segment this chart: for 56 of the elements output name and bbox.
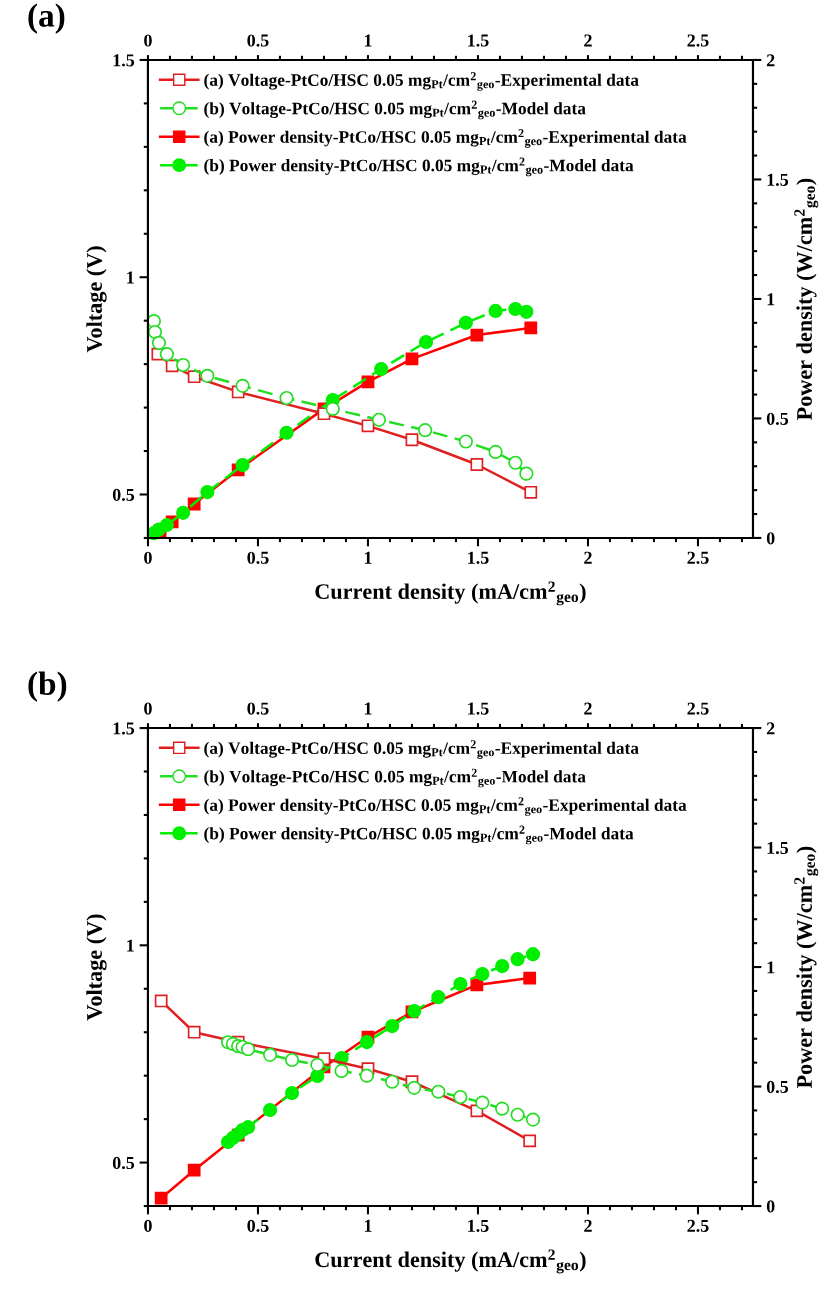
y-axis-title: Voltage (V) [86, 914, 107, 1021]
y2-tick-label: 0 [766, 532, 775, 545]
y2-tick-label: 1 [767, 293, 775, 306]
x2-tick-label: 2.5 [687, 551, 709, 564]
x2-tick-label: 2 [584, 1219, 592, 1232]
y2-tick-label: 2 [766, 722, 775, 735]
x-tick-label: 0 [144, 702, 152, 715]
legend-label: (a) Voltage-PtCo/HSC 0.05 mg$_{Pt}$/cm$^{2}$$_{geo}$-Experimental data [204, 740, 639, 759]
x2-tick-label: 1 [364, 551, 372, 564]
y-tick-label: 1.5 [113, 722, 135, 735]
y2-tick-label: 0.5 [766, 412, 789, 425]
y2-tick-label: 0 [766, 1200, 775, 1213]
legend-label: (b) Power density-PtCo/HSC 0.05 mg$_{Pt}$/cm$^{2}$$_{geo}$-Model data [204, 825, 634, 845]
y2-tick-label: 2 [766, 54, 775, 67]
y2-tick-label: 1 [767, 961, 775, 974]
x-tick-label: 2.5 [687, 34, 709, 47]
y2-axis-title: Power density (W/cm$^{2}$$_{geo}$) [794, 846, 819, 1089]
x2-tick-label: 0.5 [247, 551, 269, 564]
y2-tick-label: 0.5 [766, 1080, 789, 1094]
legend-label: (b) Power density-PtCo/HSC 0.05 mg$_{Pt}$/cm$^{2}$$_{geo}$-Model data [204, 157, 634, 177]
x2-tick-label: 0 [144, 1219, 152, 1232]
x-axis-title: Current density (mA/cm$^{2}$$_{geo}$) [315, 581, 586, 606]
x2-tick-label: 2 [584, 551, 592, 564]
x2-tick-label: 1.5 [468, 1219, 489, 1233]
y-tick-label: 0.5 [112, 488, 135, 502]
legend-label: (b) Voltage-PtCo/HSC 0.05 mg$_{Pt}$/cm$^{2}$$_{geo}$-Model data [204, 768, 586, 788]
y-tick-label: 1 [127, 939, 134, 952]
x-tick-label: 2 [584, 34, 592, 47]
x2-tick-label: 1 [364, 1219, 372, 1232]
legend-label: (a) Power density-PtCo/HSC 0.05 mg$_{Pt}$/cm$^{2}$$_{geo}$-Experimental data [204, 797, 687, 816]
y2-tick-label: 1.5 [767, 841, 789, 855]
x2-tick-label: 0.5 [247, 1219, 269, 1233]
y2-tick-label: 1.5 [767, 173, 789, 186]
x-tick-label: 1 [364, 34, 372, 47]
y-tick-label: 1 [127, 271, 134, 284]
y2-axis-title: Power density (W/cm$^{2}$$_{geo}$) [794, 178, 819, 421]
x2-tick-label: 2.5 [687, 1219, 709, 1233]
x-axis-title: Current density (mA/cm$^{2}$$_{geo}$) [315, 1249, 586, 1274]
x-tick-label: 2 [584, 702, 592, 715]
x-tick-label: 1.5 [468, 34, 489, 47]
x-tick-label: 0 [144, 34, 152, 47]
chart-title: (a) [28, 3, 65, 34]
legend-label: (a) Voltage-PtCo/HSC 0.05 mg$_{Pt}$/cm$^{2}$$_{geo}$-Experimental data [204, 72, 639, 91]
legend-label: (b) Voltage-PtCo/HSC 0.05 mg$_{Pt}$/cm$^{2}$$_{geo}$-Model data [204, 100, 586, 120]
chart-title: (b) [28, 671, 67, 702]
legend-label: (a) Power density-PtCo/HSC 0.05 mg$_{Pt}$/cm$^{2}$$_{geo}$-Experimental data [204, 129, 687, 148]
x-tick-label: 1 [364, 702, 372, 715]
x-tick-label: 2.5 [687, 702, 709, 715]
y-tick-label: 1.5 [113, 54, 135, 67]
x-tick-label: 0.5 [247, 702, 269, 715]
y-tick-label: 0.5 [112, 1156, 135, 1170]
y-axis-title: Voltage (V) [86, 246, 107, 353]
x2-tick-label: 0 [144, 551, 152, 564]
x2-tick-label: 1.5 [468, 551, 489, 564]
x-tick-label: 0.5 [247, 34, 269, 47]
x-tick-label: 1.5 [468, 702, 489, 715]
